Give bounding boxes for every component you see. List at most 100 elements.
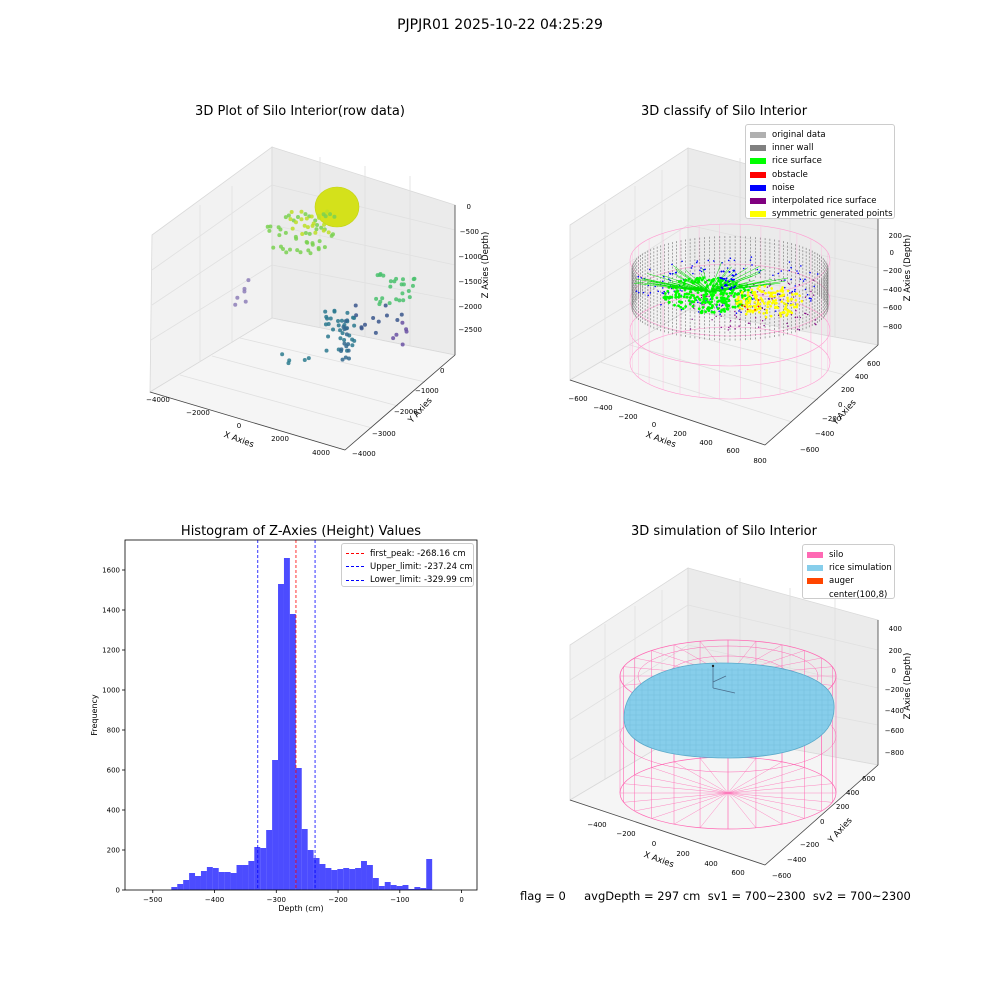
rice-surface-point bbox=[725, 292, 729, 296]
noise-point bbox=[749, 259, 752, 261]
histogram-bar bbox=[189, 873, 196, 890]
legend-item: inner wall bbox=[750, 141, 889, 154]
histogram-xlabel: Depth (cm) bbox=[278, 904, 323, 913]
silo-spoke bbox=[634, 774, 729, 794]
noise-point bbox=[697, 311, 700, 313]
rice-surface-point bbox=[687, 278, 691, 281]
symmetric-point bbox=[761, 290, 764, 294]
symmetric-point bbox=[786, 296, 789, 300]
legend-item: noise bbox=[750, 181, 889, 194]
silo-spoke bbox=[673, 761, 729, 794]
interpolated-point bbox=[691, 318, 693, 321]
rice-surface-point bbox=[719, 299, 723, 303]
symmetric-point bbox=[746, 294, 750, 297]
noise-point bbox=[734, 273, 737, 276]
histogram-frame bbox=[124, 539, 478, 891]
scatter-point bbox=[278, 227, 283, 232]
rice-surface-point bbox=[696, 291, 700, 294]
scatter-point bbox=[376, 319, 381, 324]
noise-point bbox=[647, 294, 649, 297]
rice-surface-point bbox=[719, 296, 723, 300]
scatter-point bbox=[311, 221, 316, 226]
rice-surface-point bbox=[698, 276, 702, 280]
noise-point bbox=[671, 272, 674, 275]
scatter-point bbox=[310, 241, 315, 246]
legend-swatch bbox=[750, 198, 766, 205]
status-text: flag = 0 avgDepth = 297 cm sv1 = 700~230… bbox=[520, 889, 911, 903]
p4-zlabel: Z Axies (Depth) bbox=[903, 653, 913, 720]
silo-spoke bbox=[699, 792, 729, 828]
noise-point bbox=[732, 278, 735, 281]
rice-surface-point bbox=[731, 290, 734, 294]
scatter-point bbox=[317, 215, 322, 220]
p1-zticks: 0 −500 −1000 −1500 −2000 −2500 bbox=[458, 203, 482, 334]
symmetric-point bbox=[746, 305, 749, 309]
histogram-bar bbox=[254, 847, 261, 890]
scatter-point bbox=[323, 309, 328, 314]
legend-line bbox=[346, 553, 364, 555]
scatter-point bbox=[399, 312, 404, 317]
p1-yticks: −4000 −3000 −2000 −1000 0 bbox=[352, 367, 444, 458]
symmetric-point bbox=[763, 284, 767, 288]
rice-simulation-surface bbox=[623, 662, 835, 759]
histogram-bar bbox=[260, 848, 267, 890]
scatter-point bbox=[326, 230, 331, 235]
rice-surface-point bbox=[707, 309, 711, 313]
p4-ztick: 400 bbox=[889, 625, 902, 633]
xtick-label: −200 bbox=[328, 896, 347, 904]
rice-surface-point bbox=[726, 303, 730, 307]
p1-ytick: −3000 bbox=[372, 430, 396, 438]
symmetric-point bbox=[745, 299, 749, 303]
symmetric-point bbox=[754, 304, 758, 308]
symmetric-point bbox=[791, 293, 794, 296]
scatter-point bbox=[316, 247, 321, 252]
scatter-point bbox=[330, 232, 335, 237]
rice-surface-point bbox=[684, 305, 688, 308]
rice-surface-ray bbox=[676, 270, 711, 293]
interpolated-point bbox=[798, 283, 801, 286]
scatter-point bbox=[354, 313, 359, 318]
rice-surface-point bbox=[733, 292, 737, 295]
symmetric-point bbox=[764, 291, 767, 295]
legend-label: obstacle bbox=[772, 169, 808, 180]
rice-surface-point bbox=[687, 292, 691, 296]
noise-point bbox=[729, 257, 732, 260]
rice-surface-point bbox=[705, 292, 709, 296]
histogram-bar bbox=[390, 885, 397, 890]
obstacle-point bbox=[741, 304, 743, 307]
symmetric-point bbox=[747, 297, 751, 300]
rice-surface-ray bbox=[695, 277, 711, 293]
symmetric-point bbox=[764, 315, 768, 319]
noise-point bbox=[788, 261, 791, 263]
symmetric-point bbox=[791, 303, 795, 306]
noise-point bbox=[732, 286, 735, 289]
scatter-point bbox=[332, 308, 337, 313]
rice-surface-point bbox=[673, 303, 676, 307]
rice-surface-point bbox=[710, 279, 714, 282]
p4-ztick: 200 bbox=[889, 647, 902, 655]
histogram-bar bbox=[230, 873, 237, 890]
noise-point bbox=[722, 270, 725, 273]
scatter-point bbox=[340, 331, 345, 336]
rice-surface-point bbox=[726, 307, 730, 311]
symmetric-point bbox=[775, 301, 778, 305]
noise-point bbox=[660, 303, 662, 306]
histogram-bar bbox=[242, 865, 249, 890]
symmetric-point bbox=[749, 305, 753, 308]
histogram-bar bbox=[402, 885, 409, 890]
noise-point bbox=[788, 269, 791, 272]
interpolated-point bbox=[729, 320, 732, 322]
noise-point bbox=[725, 284, 728, 287]
rice-surface-point bbox=[687, 299, 691, 302]
symmetric-point bbox=[748, 301, 751, 304]
interpolated-point bbox=[768, 285, 771, 287]
p4-xtick: 600 bbox=[731, 869, 744, 877]
rice-surface-ray bbox=[709, 277, 788, 293]
rice-surface-point bbox=[683, 292, 687, 296]
symmetric-point bbox=[750, 288, 754, 292]
p2-ytick: −400 bbox=[815, 430, 834, 438]
interpolated-point bbox=[771, 297, 773, 300]
rice-surface-point bbox=[674, 293, 678, 297]
scatter-point bbox=[381, 273, 386, 278]
noise-point bbox=[697, 301, 699, 304]
